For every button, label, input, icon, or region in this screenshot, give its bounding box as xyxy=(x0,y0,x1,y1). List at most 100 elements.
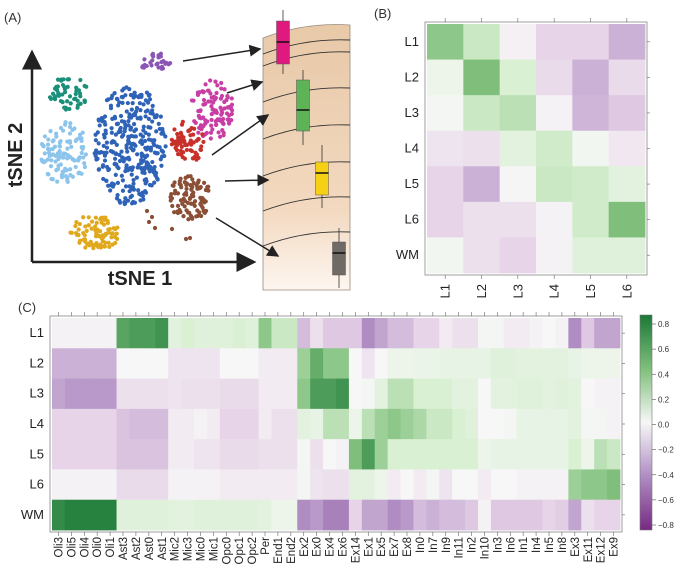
tsne-point xyxy=(124,156,129,161)
heatmap-cell-L3-Ast1 xyxy=(155,378,169,410)
tsne-point xyxy=(195,186,200,191)
heatmap-cell-L1-In10 xyxy=(478,318,492,349)
panel-b: (B) L1 L2 L3 L4 L5 L6 WM L1 L2 L3 L4 L5 L6 xyxy=(374,6,650,298)
heatmap-cell-WM-L6 xyxy=(608,237,646,274)
heatmap-cell-L2-Mic0 xyxy=(194,348,208,379)
tsne-point xyxy=(114,231,119,236)
col-label: L3 xyxy=(510,284,525,298)
tsne-point xyxy=(115,164,120,169)
tsne-point xyxy=(184,208,189,213)
heatmap-cell-L3-Ex14 xyxy=(348,378,363,410)
tsne-point xyxy=(218,105,223,110)
heatmap-cell-L4-Oli5 xyxy=(64,408,79,440)
heatmap-cell-WM-Opc0 xyxy=(219,499,234,531)
tsne-point xyxy=(121,159,126,164)
tsne-point xyxy=(97,123,102,128)
tsne-point xyxy=(127,114,132,120)
heatmap-cell-L1-Ex12 xyxy=(594,318,608,349)
heatmap-cell-L2-In1 xyxy=(516,348,531,379)
tsne-point xyxy=(51,138,56,143)
tsne-point xyxy=(171,141,177,146)
heatmap-cell-WM-Ex7 xyxy=(387,499,401,531)
tsne-point xyxy=(86,215,91,220)
heatmap-cell-L5-Ex8 xyxy=(400,439,414,470)
boxplot-box xyxy=(296,79,310,132)
tsne-point xyxy=(200,195,205,201)
heatmap-cell-L3-In7 xyxy=(426,378,440,410)
heatmap-cell-L5-Oli1 xyxy=(103,439,117,470)
heatmap-cell-L5-L1 xyxy=(427,166,464,203)
heatmap-cell-L1-Per xyxy=(258,318,272,349)
mapping-arrow xyxy=(224,174,270,187)
col-label: Ex0 xyxy=(312,537,324,557)
colorbar-tick-label: 0.0 xyxy=(658,421,670,430)
tsne-point xyxy=(76,170,81,175)
tsne-point xyxy=(141,124,146,129)
tsne-point xyxy=(95,244,101,249)
tsne-point xyxy=(59,175,65,180)
heatmap-cell-L3-Ex1 xyxy=(361,378,376,410)
tsne-point xyxy=(128,195,133,200)
heatmap-cell-L2-Ex11 xyxy=(581,348,595,379)
tsne-point xyxy=(73,223,78,229)
tsne-point xyxy=(105,218,110,224)
boxplot-box xyxy=(315,161,329,196)
tsne-point xyxy=(190,216,195,221)
heatmap-cell-L2-In4 xyxy=(529,348,543,379)
tsne-point xyxy=(112,161,118,166)
col-label: In2 xyxy=(467,537,479,553)
heatmap-cell-L6-In8 xyxy=(555,469,569,501)
heatmap-cell-L4-Ex12 xyxy=(594,408,608,440)
tsne-point xyxy=(102,158,108,163)
heatmap-cell-L6-Ex7 xyxy=(387,469,401,501)
tsne-point xyxy=(175,131,180,137)
tsne-point xyxy=(210,127,215,132)
tsne-point xyxy=(229,96,234,101)
tsne-point xyxy=(117,200,123,205)
heatmap-cell-L4-In6 xyxy=(503,408,518,440)
heatmap-cell-WM-Ex2 xyxy=(297,499,311,531)
heatmap-cell-WM-Oli0 xyxy=(90,499,105,531)
tsne-point xyxy=(139,160,144,165)
heatmap-cell-L1-L6 xyxy=(608,24,646,60)
tsne-point xyxy=(155,61,160,66)
tsne-point xyxy=(83,224,88,229)
tsne-point xyxy=(60,82,66,88)
heatmap-cell-L5-L2 xyxy=(463,166,501,203)
tsne-point xyxy=(58,162,63,167)
tsne-point xyxy=(189,148,194,154)
heatmap-cell-L1-Opc1 xyxy=(232,318,247,349)
tsne-point xyxy=(111,226,116,231)
col-label: Ex7 xyxy=(389,537,401,557)
tsne-point xyxy=(201,97,207,103)
heatmap-cell-L3-L5 xyxy=(572,95,610,132)
tsne-point xyxy=(117,158,123,164)
col-label: Ex6 xyxy=(337,537,349,557)
tsne-point xyxy=(69,144,74,150)
tsne-point xyxy=(203,187,208,193)
tsne-point xyxy=(39,142,45,147)
tsne-point xyxy=(201,180,207,185)
heatmap-cell-L4-Ex7 xyxy=(387,408,401,440)
tsne-point xyxy=(121,156,126,161)
tsne-point xyxy=(124,109,129,114)
tsne-point xyxy=(206,88,211,93)
colorbar-tick-label: −0.2 xyxy=(658,446,674,455)
heatmap-cell-L4-In3 xyxy=(490,408,505,440)
tsne-point xyxy=(219,86,224,91)
tsne-point xyxy=(112,114,117,119)
tsne-point xyxy=(173,145,178,151)
heatmap-cell-L5-L6 xyxy=(608,166,646,203)
tsne-point xyxy=(114,142,119,148)
tsne-point xyxy=(54,84,59,90)
heatmap-cell-L2-Oli0 xyxy=(90,348,105,379)
heatmap-cell-L4-Ex4 xyxy=(323,408,337,440)
heatmap-cell-L5-L3 xyxy=(499,166,537,203)
tsne-point xyxy=(168,198,173,203)
tsne-point xyxy=(152,225,158,231)
heatmap-cell-WM-In3 xyxy=(490,499,505,531)
tsne-point xyxy=(95,130,100,135)
tsne-point xyxy=(214,90,219,96)
heatmap-cell-L2-Ast0 xyxy=(142,348,156,379)
tsne-point xyxy=(213,79,218,84)
